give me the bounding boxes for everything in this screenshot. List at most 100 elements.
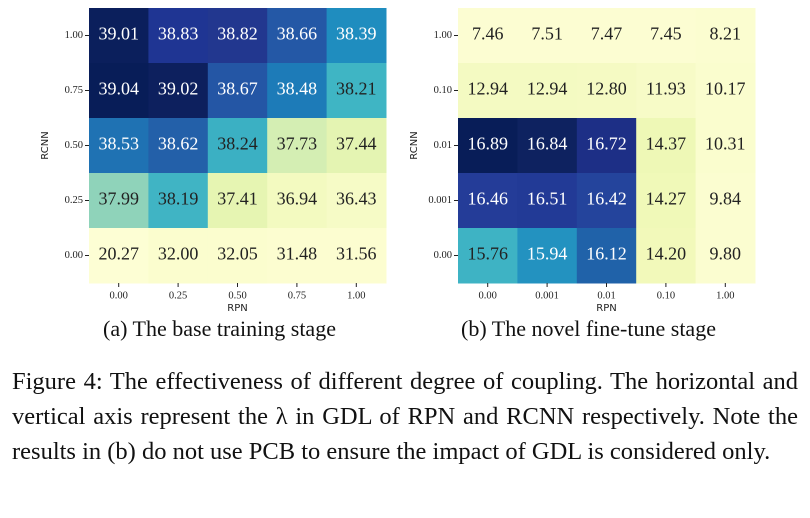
cell-label: 39.01 (98, 24, 139, 44)
y-tick-label: 0.01 (434, 140, 452, 151)
heatmap-cell (695, 8, 756, 64)
cell-label: 38.82 (217, 24, 258, 44)
heatmap-cell (89, 228, 149, 284)
x-tick-label: 0.25 (169, 290, 187, 301)
heatmap-cell (517, 63, 578, 119)
y-axis-label: RCNN (40, 131, 51, 159)
x-tick-label: 0.10 (657, 290, 675, 301)
heatmap-cell (576, 173, 637, 229)
heatmap-cell (267, 63, 328, 119)
heatmap-cell (267, 8, 328, 64)
heatmap-cell (148, 8, 209, 64)
cell-label: 38.67 (217, 79, 258, 99)
cell-label: 15.94 (527, 244, 568, 264)
heatmap-cell (89, 63, 149, 119)
cell-label: 16.72 (586, 134, 627, 154)
cell-label: 36.94 (277, 189, 318, 209)
heatmap-cell (89, 118, 149, 174)
cell-label: 14.37 (646, 134, 687, 154)
subcaption: (b) The novel fine-tune stage (461, 316, 716, 341)
subcaption: (a) The base training stage (103, 316, 336, 341)
cell-label: 37.99 (98, 189, 139, 209)
cell-label: 12.80 (586, 79, 627, 99)
cell-label: 16.12 (586, 244, 627, 264)
x-tick-label: 1.00 (347, 290, 365, 301)
cell-label: 39.04 (98, 79, 139, 99)
cell-label: 32.00 (158, 244, 199, 264)
cell-label: 16.84 (527, 134, 568, 154)
heatmap-cell (148, 173, 209, 229)
heatmap-cell (517, 228, 578, 284)
cell-label: 11.93 (646, 79, 686, 99)
heatmap-cell (207, 173, 268, 229)
heatmap-cell (458, 228, 518, 284)
heatmap-cell (517, 118, 578, 174)
heatmap-cell (148, 63, 209, 119)
caption: Figure 4: The effectiveness of different… (12, 368, 798, 465)
y-tick-label: 0.75 (65, 85, 83, 96)
heatmap-cell (517, 173, 578, 229)
cell-label: 37.73 (277, 134, 318, 154)
cell-label: 15.76 (467, 244, 508, 264)
heatmap-cell (207, 118, 268, 174)
heatmap-cell (636, 118, 697, 174)
cell-label: 10.31 (705, 134, 746, 154)
y-tick-label: 0.50 (65, 140, 83, 151)
cell-label: 38.83 (158, 24, 199, 44)
cell-label: 37.41 (217, 189, 258, 209)
heatmap-cell (89, 8, 149, 64)
cell-label: 32.05 (217, 244, 258, 264)
cell-label: 10.17 (705, 79, 746, 99)
cell-label: 9.80 (710, 244, 742, 264)
heatmap-cell (576, 118, 637, 174)
heatmap-cell (576, 228, 637, 284)
heatmap-cell (326, 118, 387, 174)
cell-label: 38.19 (158, 189, 199, 209)
heatmap-cell (207, 63, 268, 119)
heatmap-cell (695, 118, 756, 174)
heatmap-cell (458, 173, 518, 229)
cell-label: 31.48 (277, 244, 318, 264)
heatmap-cell (458, 8, 518, 64)
heatmap-cell (695, 63, 756, 119)
x-tick-label: 0.00 (110, 290, 128, 301)
cell-label: 38.24 (217, 134, 258, 154)
x-tick-label: 0.00 (479, 290, 497, 301)
figure: 39.01 38.83 38.82 38.66 38.39 39.04 39.02 38.67… (40, 8, 756, 341)
heatmap-cell (148, 228, 209, 284)
x-tick-label: 0.01 (597, 290, 615, 301)
heatmap-cell (458, 63, 518, 119)
cell-label: 7.46 (472, 24, 504, 44)
heatmap-cell (89, 173, 149, 229)
heatmap-cell (576, 8, 637, 64)
heatmap-cell (207, 228, 268, 284)
cell-label: 38.21 (336, 79, 377, 99)
cell-label: 14.27 (646, 189, 687, 209)
cell-label: 8.21 (710, 24, 742, 44)
y-tick-label: 0.00 (434, 250, 452, 261)
cell-label: 16.46 (467, 189, 508, 209)
heatmap-cell (517, 8, 578, 64)
x-axis-label: RPN (227, 303, 247, 314)
cell-label: 7.51 (531, 24, 563, 44)
cell-label: 14.20 (646, 244, 687, 264)
heatmap-cell (326, 8, 387, 64)
x-tick-label: 0.001 (535, 290, 559, 301)
heatmap-cell (695, 228, 756, 284)
y-tick-label: 0.00 (65, 250, 83, 261)
cell-label: 38.48 (277, 79, 318, 99)
cell-label: 16.51 (527, 189, 568, 209)
heatmap-cell (267, 118, 328, 174)
cell-label: 36.43 (336, 189, 377, 209)
heatmap-cell (267, 173, 328, 229)
heatmap-cell (267, 228, 328, 284)
heatmap-cell (636, 63, 697, 119)
x-tick-label: 1.00 (716, 290, 734, 301)
cell-label: 12.94 (467, 79, 508, 99)
cell-label: 39.02 (158, 79, 199, 99)
y-tick-label: 0.10 (434, 85, 452, 96)
y-tick-label: 1.00 (434, 30, 452, 41)
heatmap-cell (695, 173, 756, 229)
heatmap-cell (636, 228, 697, 284)
